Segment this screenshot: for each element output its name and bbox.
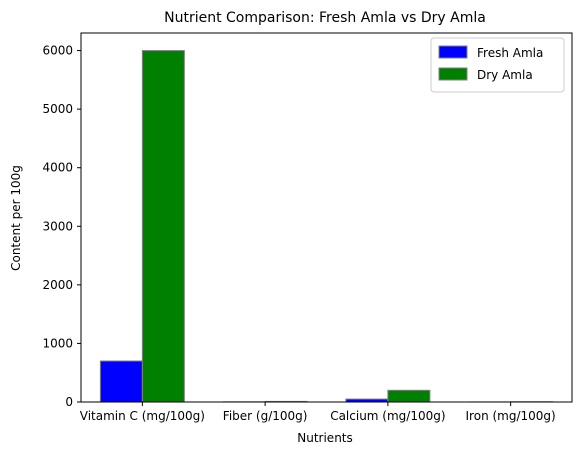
y-tick-label: 6000 (42, 44, 73, 58)
legend-label: Fresh Amla (477, 46, 543, 60)
x-tick-label: Fiber (g/100g) (223, 409, 308, 423)
axes-group (80, 32, 573, 403)
x-ticks-group: Vitamin C (mg/100g) Fiber (g/100g) Calcium… (80, 402, 556, 423)
bar (141, 50, 185, 403)
legend-swatch (438, 45, 468, 59)
bar (99, 360, 143, 403)
x-tick-label: Calcium (mg/100g) (330, 409, 445, 423)
y-tick-label: 1000 (42, 336, 73, 350)
legend-swatch (438, 67, 468, 81)
y-tick-label: 0 (65, 395, 73, 409)
y-tick-label: 4000 (42, 161, 73, 175)
plot-frame (80, 32, 573, 403)
y-tick-label: 2000 (42, 278, 73, 292)
x-tick-label: Iron (mg/100g) (466, 409, 556, 423)
bar (387, 389, 431, 403)
chart-title: Nutrient Comparison: Fresh Amla vs Dry A… (164, 10, 486, 26)
y-tick-label: 5000 (42, 102, 73, 116)
y-axis-label: Content per 100g (9, 165, 23, 271)
y-ticks-group: 0 1000 2000 3000 4000 5000 6000 (42, 44, 81, 409)
y-tick-label: 3000 (42, 219, 73, 233)
legend: Fresh Amla Dry Amla (430, 37, 565, 93)
bars-group (99, 50, 554, 403)
x-axis-label: Nutrients (297, 431, 353, 445)
legend-label: Dry Amla (477, 68, 533, 82)
x-tick-label: Vitamin C (mg/100g) (80, 409, 205, 423)
